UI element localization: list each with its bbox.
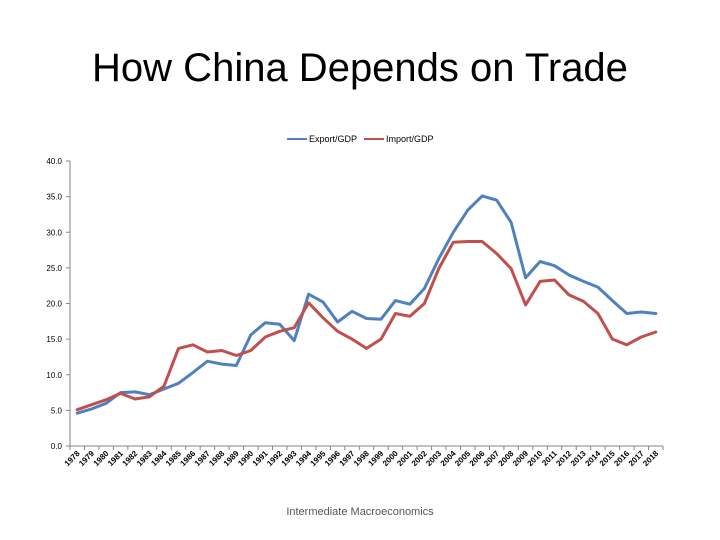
y-tick-label: 5.0 — [51, 406, 63, 415]
import-gdp-series-line — [75, 240, 658, 412]
legend-swatch-import — [364, 138, 384, 140]
y-tick-label: 40.0 — [46, 157, 62, 166]
y-tick-label: 25.0 — [46, 264, 62, 273]
y-tick-label: 35.0 — [46, 193, 62, 202]
slide-title: How China Depends on Trade — [92, 46, 628, 90]
export-gdp-series-line — [75, 194, 658, 415]
y-tick-label: 30.0 — [46, 228, 62, 237]
legend-label-import: Import/GDP — [386, 134, 434, 144]
y-tick-label: 15.0 — [46, 335, 62, 344]
x-tick-label: 2018 — [641, 449, 660, 468]
slide-footer: Intermediate Macroeconomics — [286, 506, 434, 518]
legend-label-export: Export/GDP — [309, 134, 358, 144]
line-chart: 0.05.010.015.020.025.030.035.040.0197819… — [46, 157, 664, 468]
y-tick-label: 0.0 — [51, 442, 63, 451]
legend-swatch-export — [287, 138, 307, 140]
y-tick-label: 10.0 — [46, 371, 62, 380]
y-tick-label: 20.0 — [46, 300, 62, 309]
chart-legend: Export/GDP Import/GDP — [0, 131, 720, 147]
